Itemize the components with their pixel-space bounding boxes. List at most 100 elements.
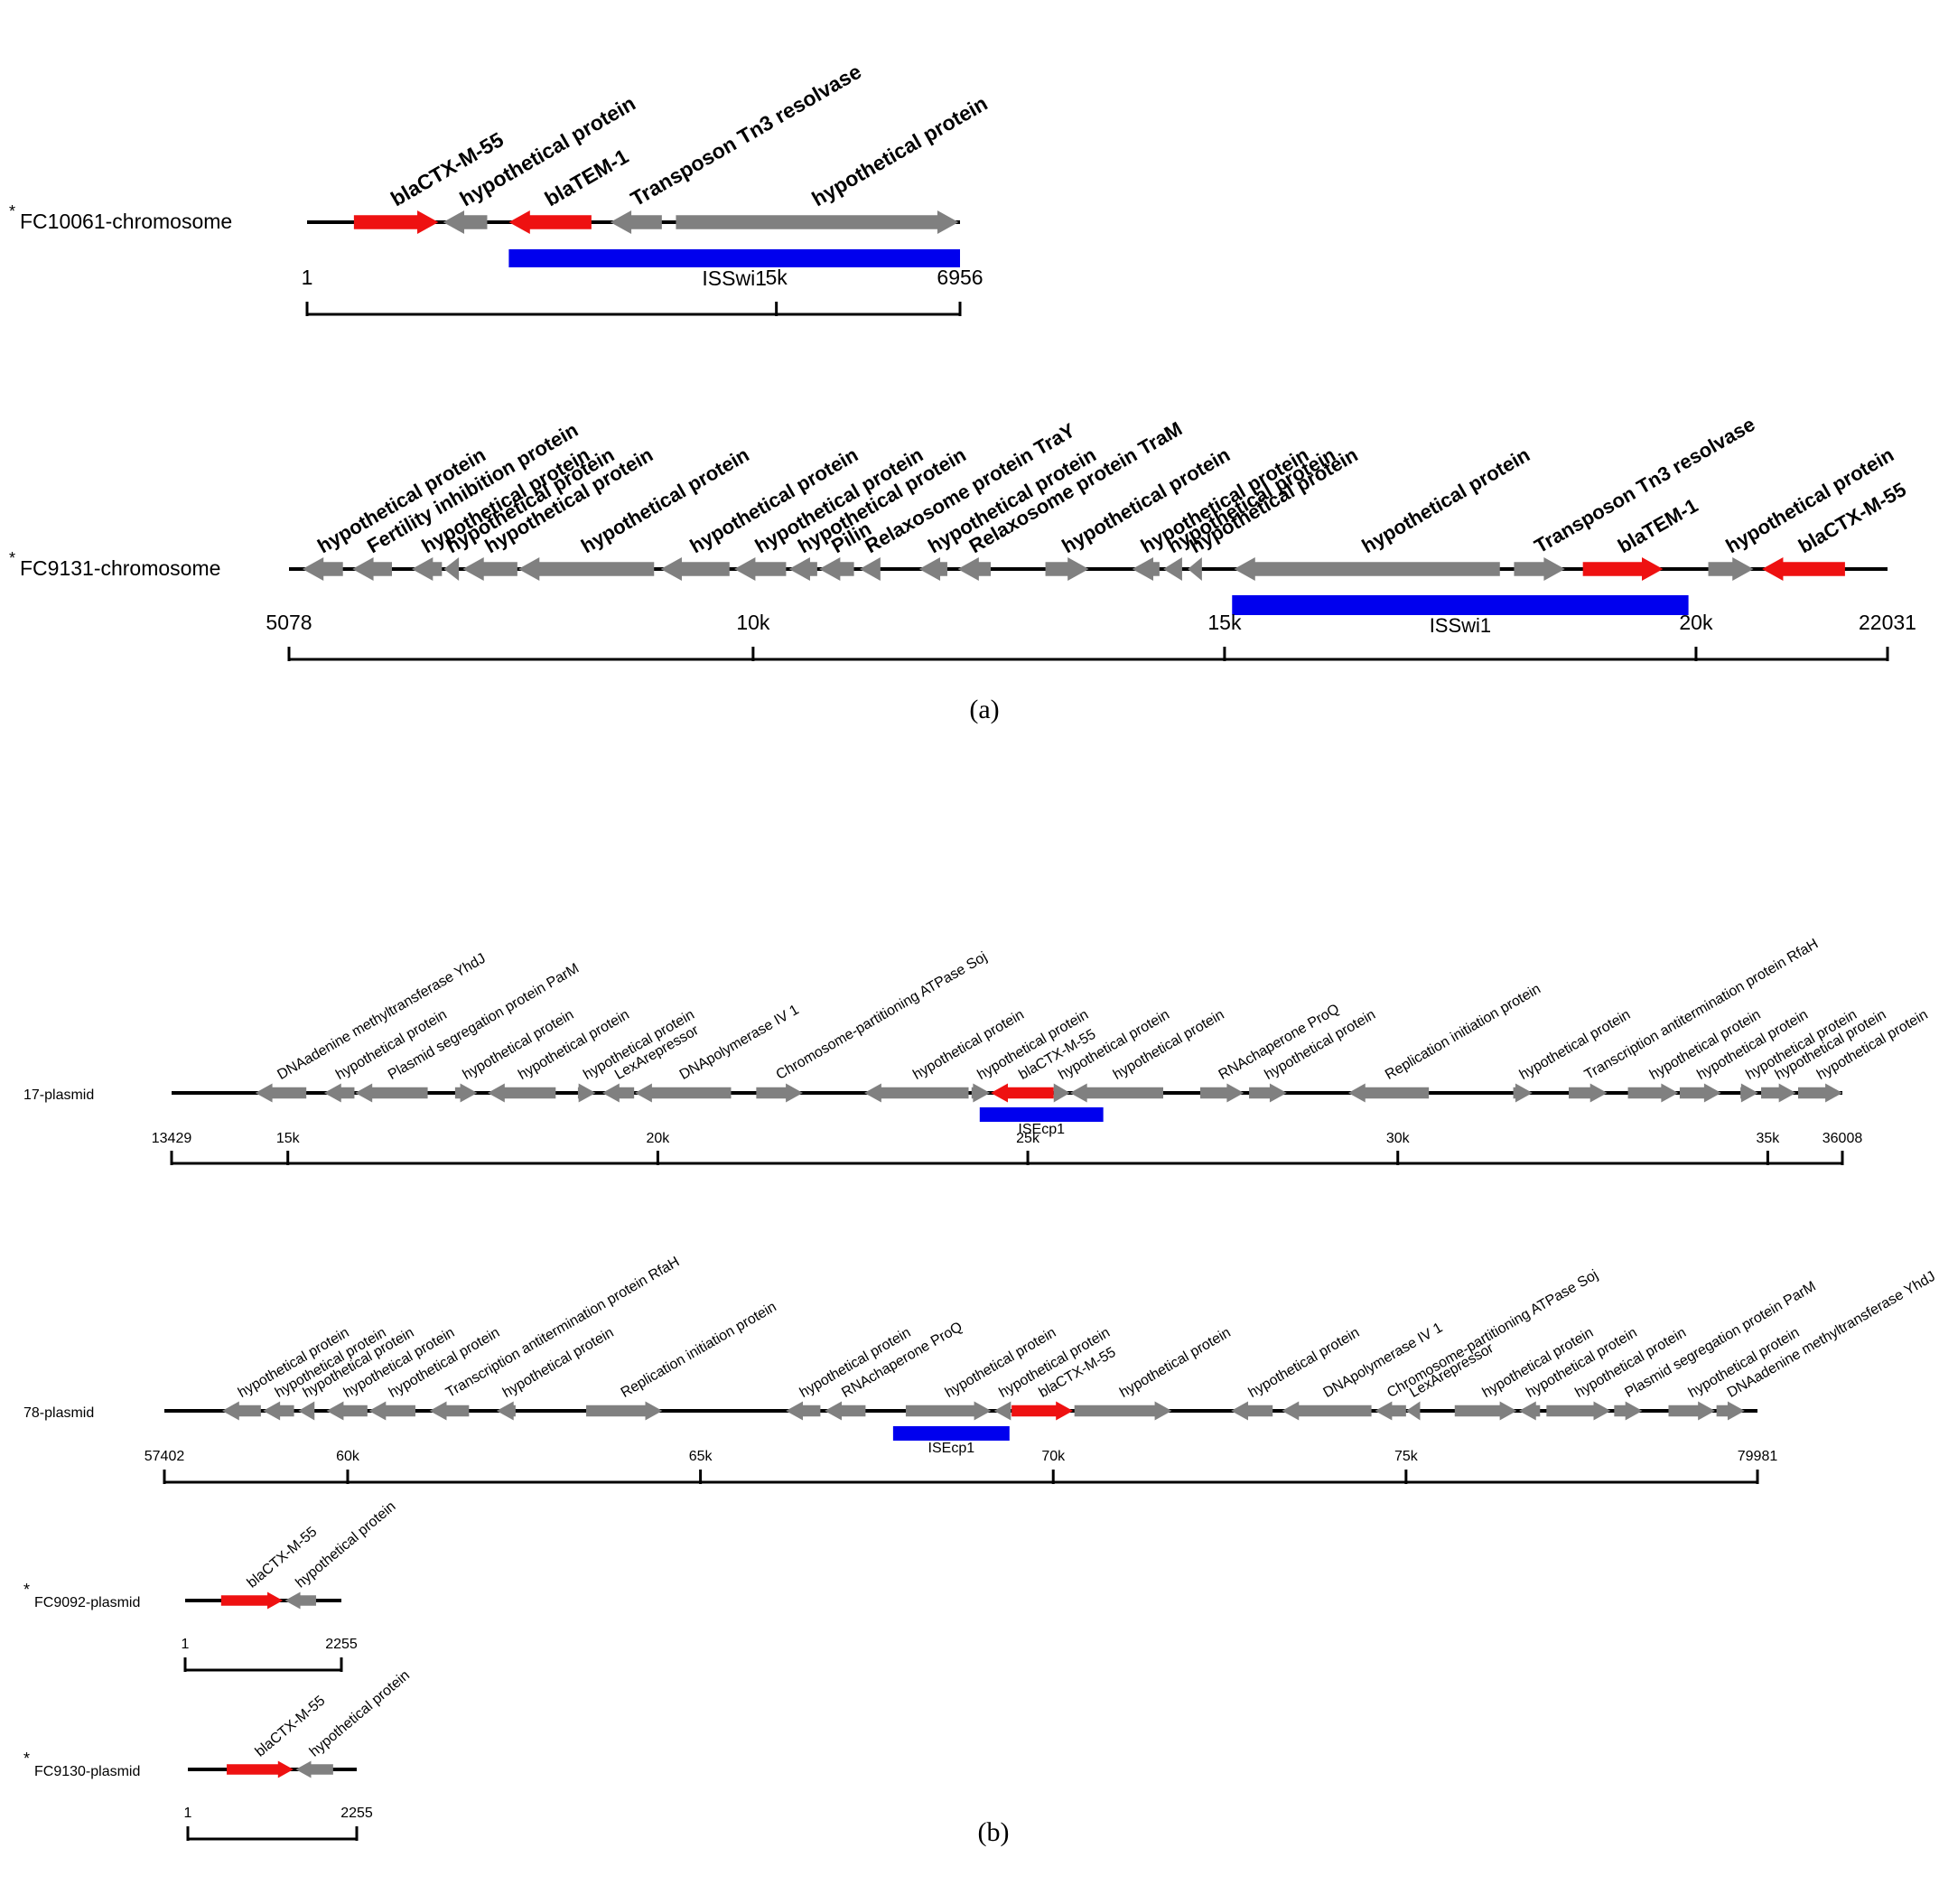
track-2: 17-plasmid DNAadenine methyltransferase Y… [23,936,1931,1165]
gene-arrow [1069,1083,1164,1103]
gene-arrow [1405,1401,1421,1421]
gene-arrow [1761,1083,1796,1103]
mobile-element-bar [892,1426,1010,1441]
gene-label: DNAadenine methyltransferase YhdJ [1725,1269,1938,1401]
track-star: * [9,202,15,220]
gene-label: hypothetical protein [1358,443,1534,558]
gene-arrow [220,1591,284,1610]
gene-arrow [863,1083,969,1103]
gene-label: Replication initiation protein [619,1299,779,1401]
scale-tick-label: 30k [1386,1131,1411,1146]
scale-tick-label: 2255 [325,1637,358,1652]
track-name: FC9131-chromosome [20,556,220,580]
track-name: FC9092-plasmid [34,1595,140,1610]
track-name: FC10061-chromosome [20,210,232,233]
gene-arrow [786,1401,821,1421]
scale-tick-label: 79981 [1738,1449,1778,1464]
gene-arrow [1582,557,1664,581]
gene-arrow [355,1083,428,1103]
gene-arrow [1347,1083,1430,1103]
gene-arrow [1679,1083,1721,1103]
gene-arrow [353,210,439,234]
scale-tick-label: 5k [766,266,788,289]
gene-arrow [1569,1083,1608,1103]
gene-arrow [454,1083,478,1103]
gene-label: hypothetical protein [807,91,991,210]
gene-arrow [326,1401,368,1421]
mobile-element-label: ISSwi1 [1430,614,1491,637]
gene-arrow [508,210,592,234]
gene-arrow [1708,557,1754,581]
track-star: * [9,549,15,567]
gene-arrow [221,1401,261,1421]
gene-arrow [1282,1401,1372,1421]
scale-tick-label: 1 [182,1637,190,1652]
scale-tick-label: 20k [1679,611,1713,634]
gene-arrow [577,1083,596,1103]
gene-label: hypothetical protein [1117,1325,1234,1401]
gene-arrow [429,1401,470,1421]
gene-arrow [1762,557,1845,581]
scale-tick-label: 20k [646,1131,670,1146]
gene-arrow [1518,1401,1541,1421]
gene-arrow [368,1401,415,1421]
gene-arrow [1546,1401,1611,1421]
scale-tick-label: 15k [1207,611,1242,634]
gene-arrow [263,1401,294,1421]
gene-arrow [756,1083,803,1103]
gene-arrow [227,1760,294,1778]
scale-tick-label: 1 [184,1806,192,1821]
gene-arrow [991,1083,1054,1103]
gene-arrow [1614,1401,1643,1421]
gene-arrow [411,557,443,581]
gene-arrow [443,557,460,581]
scale-tick-label: 70k [1041,1449,1066,1464]
mobile-element-label: ISSwi1 [702,266,767,290]
gene-arrow [634,1083,732,1103]
gene-arrow [302,557,343,581]
gene-arrow [487,1083,556,1103]
gene-label: blaCTX-M-55 [387,127,508,210]
scale-tick-label: 60k [336,1449,360,1464]
scale-tick-label: 25k [1016,1131,1040,1146]
scale-tick-label: 2255 [340,1806,373,1821]
scale-tick-label: 1 [302,266,313,289]
gene-arrow [1798,1083,1842,1103]
panel-label-b: (b) [978,1817,1010,1847]
gene-arrow [825,1401,866,1421]
gene-arrow [1740,1083,1758,1103]
gene-arrow [1188,557,1202,581]
gene-arrow [496,1401,516,1421]
gene-arrow [676,210,959,234]
track-star: * [23,1750,30,1768]
mobile-element-bar [979,1107,1104,1122]
mobile-element-label: ISEcp1 [1018,1122,1065,1137]
gene-arrow [1668,1401,1716,1421]
track-0: * FC10061-chromosome blaCTX-M-55 hypothetic… [9,60,992,316]
gene-arrow [601,1083,635,1103]
gene-arrow [1074,1401,1172,1421]
gene-arrow [1163,557,1182,581]
gene-arrow [323,1083,355,1103]
gene-arrow [859,557,881,581]
gene-arrow [1249,1083,1287,1103]
track-star: * [23,1581,30,1599]
gene-arrow [1132,557,1160,581]
gene-arrow [1716,1401,1745,1421]
gene-arrow [298,1401,315,1421]
track-name: 17-plasmid [23,1087,94,1103]
gene-arrow [818,557,854,581]
gene-arrow [462,557,517,581]
gene-label: DNAadenine methyltransferase YhdJ [275,951,488,1083]
gene-arrow [1375,1401,1406,1421]
gene-arrow [610,210,662,234]
scale-tick-label: 6956 [937,266,983,289]
gene-arrow [905,1401,992,1421]
gene-arrow [1053,1083,1070,1103]
gene-label: hypothetical protein [910,1007,1027,1083]
gene-arrow [255,1083,307,1103]
scale-tick-label: 22031 [1859,611,1916,634]
